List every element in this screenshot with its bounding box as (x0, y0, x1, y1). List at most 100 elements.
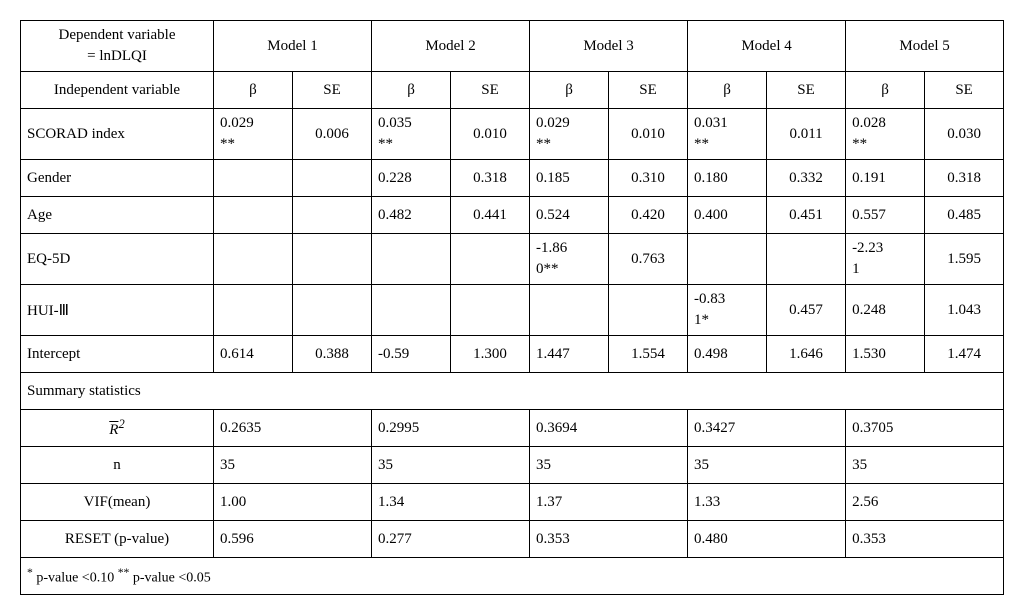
row-summary-header: Summary statistics (21, 373, 1004, 410)
eq5d-m2-se (451, 234, 530, 285)
gender-m2-beta: 0.228 (372, 160, 451, 197)
eq5d-m4-se (767, 234, 846, 285)
age-m5-beta: 0.557 (846, 197, 925, 234)
m1-se-h: SE (293, 72, 372, 109)
scorad-m4-beta: 0.031 ** (688, 109, 767, 160)
hui-m4-se: 0.457 (767, 285, 846, 336)
m4-beta-h: β (688, 72, 767, 109)
intercept-m1-se: 0.388 (293, 336, 372, 373)
gender-m4-se: 0.332 (767, 160, 846, 197)
row-gender: Gender 0.228 0.318 0.185 0.310 0.180 0.3… (21, 160, 1004, 197)
intercept-label: Intercept (21, 336, 214, 373)
n-m2: 35 (372, 447, 530, 484)
intercept-m3-beta: 1.447 (530, 336, 609, 373)
row-hui: HUI-Ⅲ -0.83 1* 0.457 0.248 1.043 (21, 285, 1004, 336)
scorad-m1-se: 0.006 (293, 109, 372, 160)
r2-m5: 0.3705 (846, 410, 1004, 447)
m2-beta-h: β (372, 72, 451, 109)
age-m2-se: 0.441 (451, 197, 530, 234)
hui-m5-se: 1.043 (925, 285, 1004, 336)
scorad-m1-beta: 0.029 ** (214, 109, 293, 160)
gender-m2-se: 0.318 (451, 160, 530, 197)
intercept-m2-beta: -0.59 (372, 336, 451, 373)
m5-se-h: SE (925, 72, 1004, 109)
gender-m3-beta: 0.185 (530, 160, 609, 197)
m4-se-h: SE (767, 72, 846, 109)
vif-label: VIF(mean) (21, 484, 214, 521)
eq5d-m2-beta (372, 234, 451, 285)
model-3-header: Model 3 (530, 21, 688, 72)
age-m2-beta: 0.482 (372, 197, 451, 234)
eq5d-m5-beta: -2.23 1 (846, 234, 925, 285)
gender-m1-se (293, 160, 372, 197)
hui-m2-se (451, 285, 530, 336)
row-intercept: Intercept 0.614 0.388 -0.59 1.300 1.447 … (21, 336, 1004, 373)
scorad-m4-se: 0.011 (767, 109, 846, 160)
eq5d-m1-se (293, 234, 372, 285)
m3-se-h: SE (609, 72, 688, 109)
intercept-m2-se: 1.300 (451, 336, 530, 373)
vif-m5: 2.56 (846, 484, 1004, 521)
scorad-m5-se: 0.030 (925, 109, 1004, 160)
age-m3-beta: 0.524 (530, 197, 609, 234)
eq5d-label: EQ-5D (21, 234, 214, 285)
eq5d-m3-beta: -1.86 0** (530, 234, 609, 285)
dep-var-header: Dependent variable = lnDLQI (21, 21, 214, 72)
intercept-m5-beta: 1.530 (846, 336, 925, 373)
row-age: Age 0.482 0.441 0.524 0.420 0.400 0.451 … (21, 197, 1004, 234)
row-footnote: * p-value <0.10 ** p-value <0.05 (21, 558, 1004, 595)
intercept-m5-se: 1.474 (925, 336, 1004, 373)
vif-m3: 1.37 (530, 484, 688, 521)
eq5d-m4-beta (688, 234, 767, 285)
gender-m3-se: 0.310 (609, 160, 688, 197)
row-scorad: SCORAD index 0.029 ** 0.006 0.035 ** 0.0… (21, 109, 1004, 160)
dep-var-line2: = lnDLQI (87, 48, 147, 64)
reset-label: RESET (p-value) (21, 521, 214, 558)
scorad-label: SCORAD index (21, 109, 214, 160)
row-eq5d: EQ-5D -1.86 0** 0.763 -2.23 1 1.595 (21, 234, 1004, 285)
gender-m4-beta: 0.180 (688, 160, 767, 197)
r2-label: R2 (21, 410, 214, 447)
n-m1: 35 (214, 447, 372, 484)
age-m1-beta (214, 197, 293, 234)
n-m5: 35 (846, 447, 1004, 484)
gender-m5-beta: 0.191 (846, 160, 925, 197)
dep-var-line1: Dependent variable (58, 27, 175, 43)
indep-var-header: Independent variable (21, 72, 214, 109)
eq5d-m5-se: 1.595 (925, 234, 1004, 285)
intercept-m4-se: 1.646 (767, 336, 846, 373)
scorad-m3-beta: 0.029 ** (530, 109, 609, 160)
reset-m4: 0.480 (688, 521, 846, 558)
summary-header: Summary statistics (21, 373, 1004, 410)
m3-beta-h: β (530, 72, 609, 109)
age-m5-se: 0.485 (925, 197, 1004, 234)
hui-m3-beta (530, 285, 609, 336)
age-label: Age (21, 197, 214, 234)
header-row-2: Independent variable β SE β SE β SE β SE… (21, 72, 1004, 109)
hui-m1-se (293, 285, 372, 336)
hui-m2-beta (372, 285, 451, 336)
m5-beta-h: β (846, 72, 925, 109)
vif-m4: 1.33 (688, 484, 846, 521)
model-2-header: Model 2 (372, 21, 530, 72)
scorad-m5-beta: 0.028 ** (846, 109, 925, 160)
intercept-m4-beta: 0.498 (688, 336, 767, 373)
hui-m5-beta: 0.248 (846, 285, 925, 336)
intercept-m3-se: 1.554 (609, 336, 688, 373)
r2-m2: 0.2995 (372, 410, 530, 447)
reset-m1: 0.596 (214, 521, 372, 558)
m1-beta-h: β (214, 72, 293, 109)
age-m4-se: 0.451 (767, 197, 846, 234)
reset-m2: 0.277 (372, 521, 530, 558)
age-m4-beta: 0.400 (688, 197, 767, 234)
n-m3: 35 (530, 447, 688, 484)
hui-label: HUI-Ⅲ (21, 285, 214, 336)
m2-se-h: SE (451, 72, 530, 109)
row-reset: RESET (p-value) 0.596 0.277 0.353 0.480 … (21, 521, 1004, 558)
intercept-m1-beta: 0.614 (214, 336, 293, 373)
scorad-m2-beta: 0.035 ** (372, 109, 451, 160)
regression-table: Dependent variable = lnDLQI Model 1 Mode… (20, 20, 1004, 595)
n-label: n (21, 447, 214, 484)
r2-m1: 0.2635 (214, 410, 372, 447)
eq5d-m3-se: 0.763 (609, 234, 688, 285)
